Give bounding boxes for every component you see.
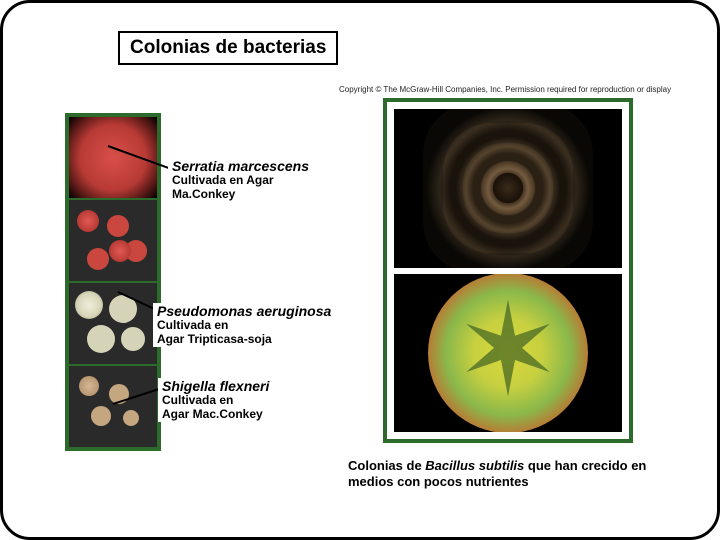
caption-text: Colonias de: [348, 458, 425, 473]
photo-bacillus-fractal: [394, 109, 622, 268]
culture-desc: Ma.Conkey: [172, 188, 309, 202]
label-serratia: Serratia marcescens Cultivada en Agar Ma…: [168, 158, 313, 202]
label-pseudomonas: Pseudomonas aeruginosa Cultivada en Agar…: [153, 303, 335, 347]
photo-pseudomonas-colonies: [69, 283, 157, 366]
photo-bacillus-starved: [394, 274, 622, 433]
culture-desc: Cultivada en: [162, 394, 269, 408]
culture-desc: Cultivada en: [157, 319, 331, 333]
caption-species: Bacillus subtilis: [425, 458, 524, 473]
culture-desc: Agar Tripticasa-soja: [157, 333, 331, 347]
species-name: Shigella flexneri: [162, 378, 269, 394]
copyright-text: Copyright © The McGraw-Hill Companies, I…: [339, 85, 671, 94]
photo-red-colonies: [69, 200, 157, 283]
species-name: Serratia marcescens: [172, 158, 309, 174]
label-shigella: Shigella flexneri Cultivada en Agar Mac.…: [158, 378, 273, 422]
photo-shigella-colonies: [69, 366, 157, 447]
culture-desc: Cultivada en Agar: [172, 174, 309, 188]
species-name: Pseudomonas aeruginosa: [157, 303, 331, 319]
left-image-strip: [65, 113, 161, 451]
right-caption: Colonias de Bacillus subtilis que han cr…: [348, 458, 668, 489]
right-image-panel: [383, 98, 633, 443]
slide-title: Colonias de bacterias: [118, 31, 338, 65]
slide-frame: Colonias de bacterias Copyright © The Mc…: [0, 0, 720, 540]
culture-desc: Agar Mac.Conkey: [162, 408, 269, 422]
